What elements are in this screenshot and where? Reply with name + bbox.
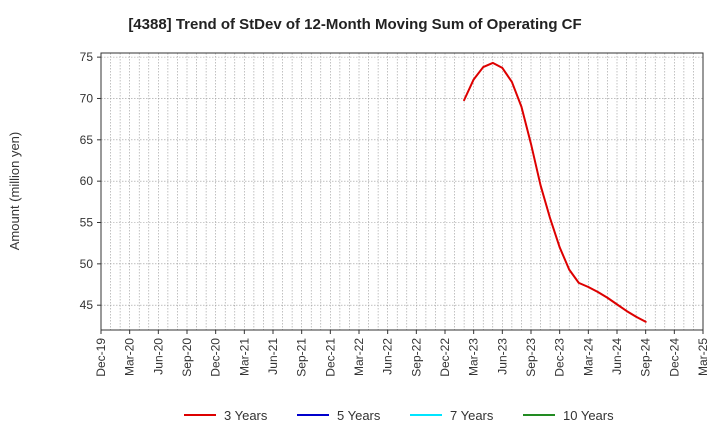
series-lines [463, 61, 647, 323]
x-tick-label: Jun-20 [151, 338, 165, 375]
x-tick-label: Jun-24 [610, 338, 624, 375]
x-tick-label: Dec-24 [667, 338, 681, 377]
x-tick-label: Dec-21 [323, 338, 337, 377]
x-tick-label: Mar-20 [123, 338, 137, 376]
legend-label: 10 Years [563, 408, 614, 423]
legend-label: 5 Years [337, 408, 381, 423]
x-tick-label: Sep-21 [295, 338, 309, 377]
x-tick-label: Dec-23 [553, 338, 567, 377]
x-tick-label: Sep-23 [524, 338, 538, 377]
grid-lines [101, 53, 703, 330]
x-tick-label: Sep-20 [180, 338, 194, 377]
x-tick-label: Jun-23 [495, 338, 509, 375]
y-tick-label: 55 [80, 216, 94, 230]
x-tick-label: Mar-25 [696, 338, 710, 376]
x-tick-label: Mar-23 [467, 338, 481, 376]
plot-area [100, 52, 704, 331]
y-tick-label: 65 [80, 133, 94, 147]
x-tick-label: Dec-19 [94, 338, 108, 377]
x-tick-label: Sep-24 [639, 338, 653, 377]
x-tick-label: Dec-22 [438, 338, 452, 377]
legend: 3 Years 5 Years 7 Years 10 Years [184, 408, 614, 423]
x-axis-ticks: Dec-19 Mar-20 Jun-20 Sep-20 Dec-20 Mar-21 Jun-… [94, 330, 710, 377]
y-tick-label: 50 [80, 257, 94, 271]
chart-title: [4388] Trend of StDev of 12-Month Moving… [128, 16, 581, 33]
x-tick-label: Jun-21 [266, 338, 280, 375]
legend-label: 3 Years [224, 408, 268, 423]
x-tick-label: Mar-22 [352, 338, 366, 376]
x-tick-label: Mar-24 [581, 338, 595, 376]
legend-label: 7 Years [450, 408, 494, 423]
y-tick-label: 45 [80, 298, 94, 312]
y-tick-label: 70 [80, 91, 94, 105]
x-tick-label: Dec-20 [209, 338, 223, 377]
x-tick-label: Sep-22 [409, 338, 423, 377]
y-axis-label: Amount (million yen) [7, 132, 22, 251]
series-line-3-years [463, 61, 647, 323]
y-tick-label: 60 [80, 174, 94, 188]
x-tick-label: Mar-21 [237, 338, 251, 376]
y-tick-label: 75 [80, 50, 94, 64]
y-axis-ticks: 45 50 55 60 65 70 75 [80, 50, 101, 312]
x-tick-label: Jun-22 [381, 338, 395, 375]
